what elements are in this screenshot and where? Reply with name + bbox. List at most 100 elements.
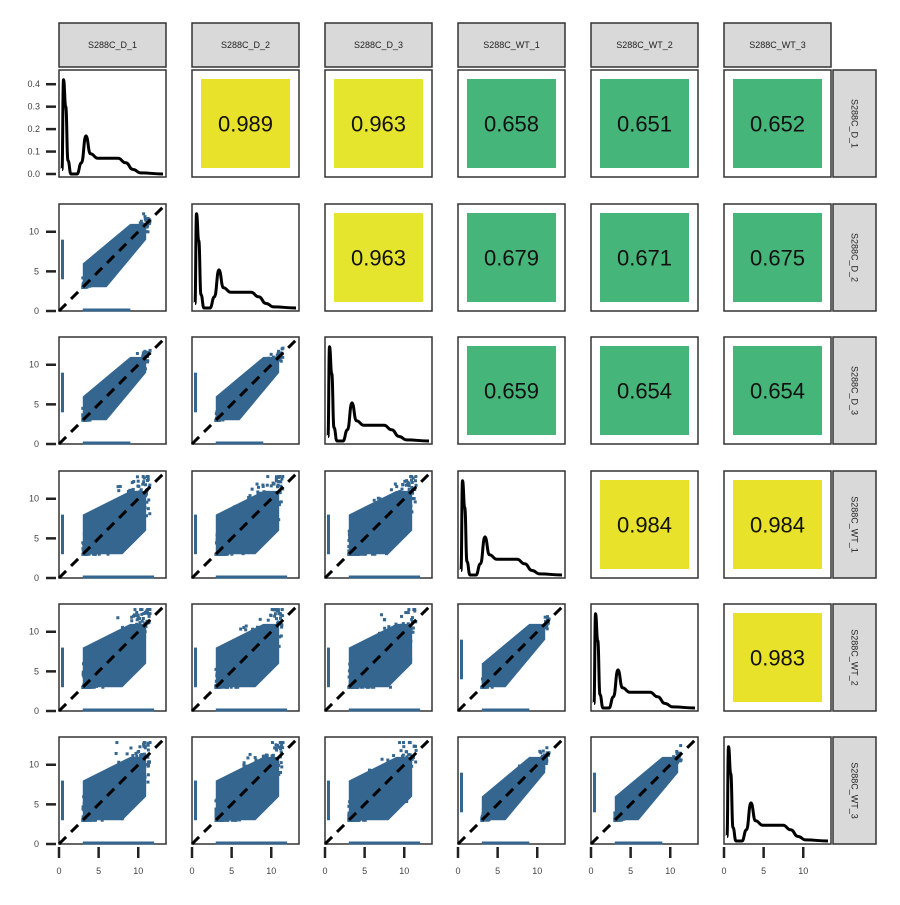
x-tick-label: 10 — [532, 866, 542, 876]
data-point — [134, 751, 138, 755]
data-point — [543, 615, 547, 619]
data-point — [407, 487, 411, 491]
data-point — [278, 357, 282, 361]
data-point — [120, 625, 124, 629]
data-point — [281, 614, 285, 618]
data-point — [277, 503, 281, 507]
correlation-panel: 0.984 — [590, 470, 699, 579]
data-point — [147, 498, 151, 502]
data-point — [274, 479, 278, 483]
data-point — [279, 761, 283, 765]
correlation-tile — [467, 346, 556, 435]
y-tick-label: 0.3 — [27, 102, 40, 112]
correlation-value: 0.984 — [750, 513, 805, 538]
data-point — [146, 773, 150, 777]
x-tick-label: 10 — [133, 866, 143, 876]
data-point — [138, 221, 142, 225]
data-point — [146, 741, 150, 745]
scatter-panel — [57, 602, 168, 713]
zero-strip-vertical — [61, 514, 64, 555]
data-point — [247, 496, 251, 500]
correlation-panel: 0.654 — [590, 336, 699, 445]
data-point — [393, 482, 397, 486]
data-point — [414, 483, 418, 487]
data-point — [280, 625, 284, 629]
data-point — [115, 741, 119, 745]
data-point — [403, 479, 407, 483]
zero-strip-horizontal — [215, 575, 288, 579]
row-strip-label: S288C_D_2 — [850, 233, 860, 282]
correlation-value: 0.654 — [617, 379, 672, 404]
x-tick-label: 0 — [455, 866, 460, 876]
y-tick-label: 0.2 — [27, 124, 40, 134]
data-point — [545, 758, 549, 762]
zero-strip-vertical — [194, 647, 197, 688]
correlation-value: 0.652 — [750, 112, 805, 137]
data-point — [145, 350, 149, 354]
correlation-value: 0.679 — [484, 246, 539, 271]
correlation-panel: 0.989 — [191, 69, 300, 178]
data-point — [543, 761, 547, 765]
data-point — [277, 475, 281, 479]
panel-frame — [590, 603, 699, 712]
data-point — [133, 608, 137, 612]
x-tick-label: 0 — [721, 866, 726, 876]
data-point — [410, 757, 414, 761]
y-tick-label: 0 — [34, 839, 39, 849]
y-tick-label: 5 — [34, 533, 39, 543]
data-point — [130, 619, 134, 623]
data-point — [146, 780, 150, 784]
data-point — [279, 634, 283, 638]
scatter-panel — [589, 735, 700, 846]
zero-strip-horizontal — [215, 841, 288, 845]
data-point — [392, 754, 396, 758]
data-point — [542, 753, 546, 757]
data-point — [410, 618, 414, 622]
data-point — [281, 741, 285, 745]
y-tick-label: 5 — [34, 399, 39, 409]
data-point — [410, 485, 414, 489]
row-strip — [832, 470, 877, 579]
data-point — [142, 752, 146, 756]
correlation-tile — [733, 346, 822, 435]
data-point — [256, 485, 260, 489]
data-point — [274, 475, 278, 479]
data-point — [400, 487, 404, 491]
column-strip — [191, 22, 300, 68]
data-point — [137, 484, 141, 488]
column-strip-label: S288C_D_1 — [88, 40, 137, 50]
data-point — [142, 476, 146, 480]
zero-strip-vertical — [593, 772, 596, 813]
correlation-value: 0.963 — [351, 112, 406, 137]
column-strip — [58, 22, 167, 68]
data-point — [401, 483, 405, 487]
data-point — [279, 613, 283, 617]
data-point — [410, 480, 414, 484]
data-point — [135, 475, 139, 479]
density-panel — [590, 603, 699, 712]
zero-strip-horizontal — [481, 841, 530, 845]
data-point — [242, 761, 246, 765]
data-point — [280, 765, 284, 769]
scatter-panel — [190, 335, 301, 446]
correlation-tile — [733, 613, 822, 702]
density-curve — [326, 345, 430, 443]
density-curve — [60, 78, 164, 176]
x-tick-label: 5 — [761, 866, 766, 876]
x-tick-label: 0 — [189, 866, 194, 876]
data-point — [412, 497, 416, 501]
zero-strip-horizontal — [82, 841, 155, 845]
identity-line — [57, 735, 168, 846]
density-curve — [725, 745, 829, 843]
row-strip — [832, 603, 877, 712]
data-point — [148, 483, 152, 487]
correlation-value: 0.983 — [750, 646, 805, 671]
data-point — [141, 351, 145, 355]
data-point — [239, 627, 243, 631]
data-point — [545, 622, 549, 626]
column-strip — [457, 22, 566, 68]
data-point — [679, 744, 683, 748]
data-point — [412, 608, 416, 612]
data-point — [414, 748, 418, 752]
data-point — [541, 749, 545, 753]
